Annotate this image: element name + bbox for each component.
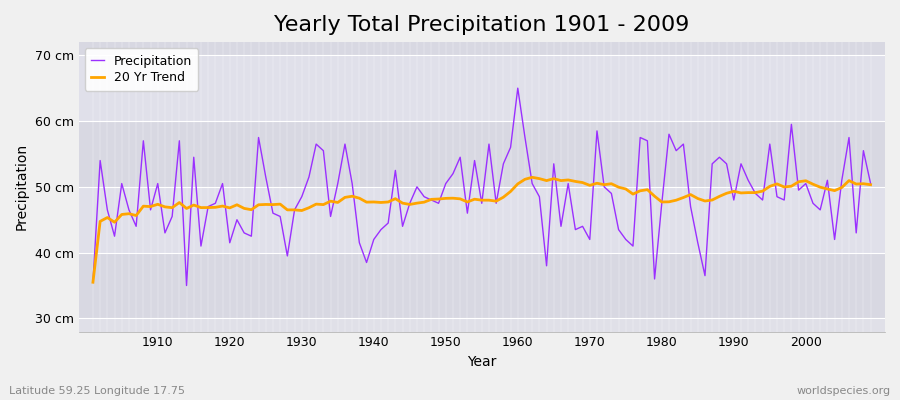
Precipitation [87,280,98,285]
Bar [78,318,885,332]
20 Yr Trend [145,204,156,209]
Precipitation [512,86,523,90]
Precipitation [526,181,537,186]
Bar [78,42,885,55]
Text: worldspecies.org: worldspecies.org [796,386,891,396]
Precipitation [354,240,364,245]
Precipitation [310,142,321,146]
Bar [78,187,885,253]
Precipitation [865,181,876,186]
20 Yr Trend [303,205,314,210]
X-axis label: Year: Year [467,355,497,369]
Bar [78,253,885,318]
Line: Precipitation: Precipitation [93,88,870,286]
Bar [78,121,885,187]
Y-axis label: Precipitation: Precipitation [15,143,29,230]
Text: Latitude 59.25 Longitude 17.75: Latitude 59.25 Longitude 17.75 [9,386,185,396]
20 Yr Trend [512,182,523,186]
Bar [78,55,885,121]
20 Yr Trend [87,280,98,285]
20 Yr Trend [865,182,876,187]
Title: Yearly Total Precipitation 1901 - 2009: Yearly Total Precipitation 1901 - 2009 [274,15,689,35]
20 Yr Trend [526,175,537,180]
20 Yr Trend [606,181,616,186]
20 Yr Trend [346,194,357,199]
Precipitation [519,135,530,140]
Precipitation [181,283,192,288]
20 Yr Trend [505,189,516,194]
Legend: Precipitation, 20 Yr Trend: Precipitation, 20 Yr Trend [85,48,198,91]
Line: 20 Yr Trend: 20 Yr Trend [93,177,870,282]
Precipitation [145,208,156,212]
Precipitation [613,227,624,232]
